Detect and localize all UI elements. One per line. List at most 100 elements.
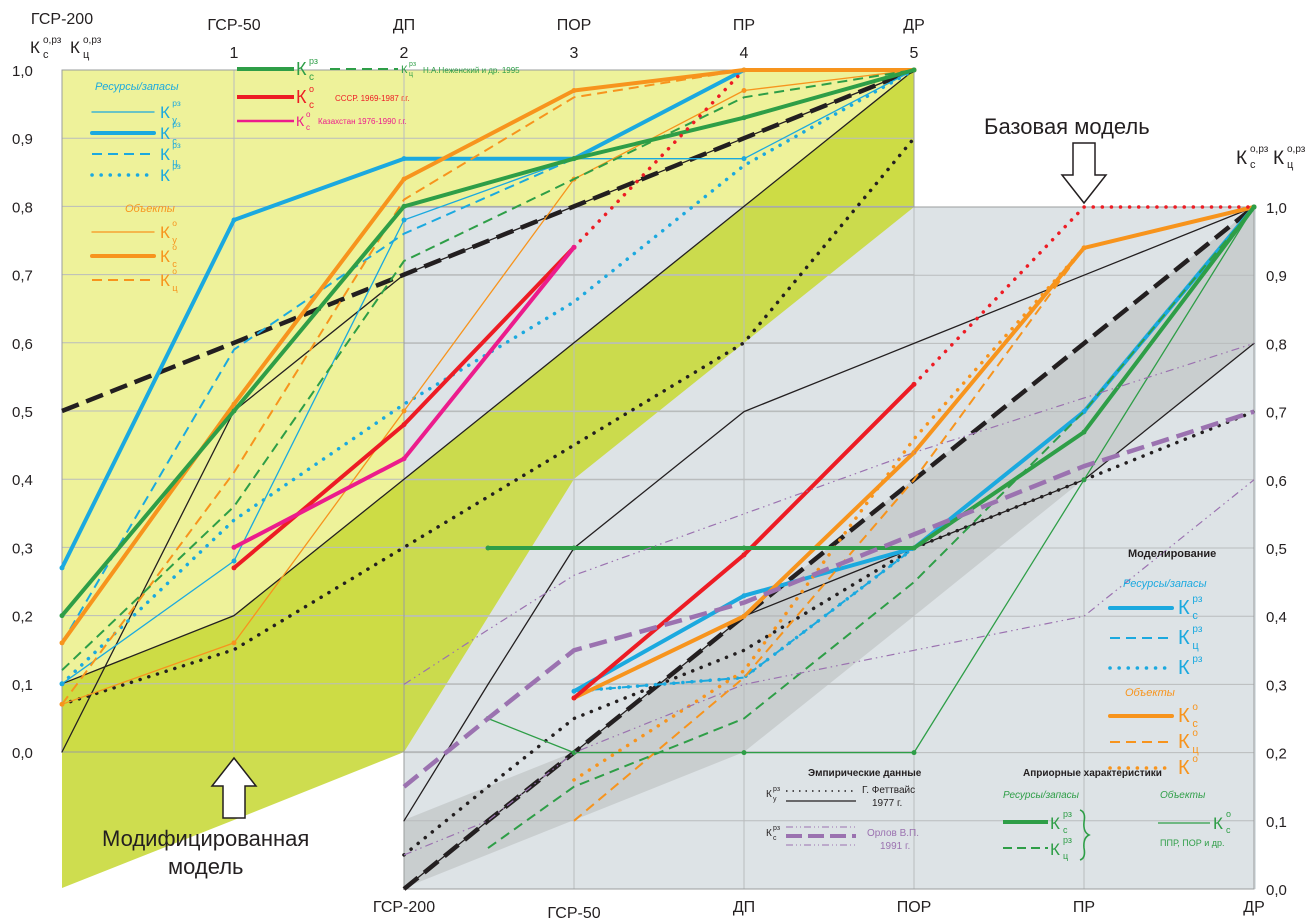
brace-icon [1079, 809, 1091, 861]
modified-series-kc-o-kaz-point [401, 456, 407, 462]
top-stage-number: 4 [740, 45, 749, 62]
legend-orlov-text1: Орлов В.П. [867, 828, 919, 839]
left-axis-title-k1: К [30, 38, 40, 57]
modified-series-kc-rz-nezh [60, 68, 916, 618]
legend-top-rz-entry-k: К [160, 166, 170, 185]
left-tick-label: 0,8 [12, 199, 33, 216]
legend-top-obj-entry-k: К [160, 223, 170, 242]
modified-series-kc-o-ussr-point [231, 565, 237, 571]
right-axis-ticks: 0,0 0,1 0,2 0,3 0,4 0,5 0,6 0,7 0,8 0,9 1,0 [1266, 200, 1287, 899]
legend-fett-text2: 1977 г. [872, 798, 902, 809]
legend-empirical: Эмпирические данные К у рз Г. Феттвайс 1… [766, 768, 922, 852]
base-ref-ref-dash [402, 205, 1256, 891]
down-arrow-icon [1060, 142, 1108, 205]
bottom-stage-label: ДП [733, 899, 755, 916]
right-tick-label: 0,0 [1266, 882, 1287, 899]
legend-kaz-k: К [296, 113, 305, 129]
legend-right-obj-entry-k: К [1178, 705, 1190, 727]
legend-right-rz-entry-sup: рз [1192, 624, 1202, 635]
legend-aprior-col-obj: Объекты [1160, 789, 1206, 801]
legend-right-heading-rz: Ресурсы/запасы [1123, 578, 1207, 590]
legend-top-rz-entry-k: К [160, 145, 170, 164]
modified-series-ky-rz-point [401, 217, 407, 223]
right-axis-title: К с о,рз К ц о,рз [1236, 144, 1306, 171]
legend-nezh-kc-k: К [296, 59, 307, 79]
left-axis-ticks: 0,0 0,1 0,2 0,3 0,4 0,5 0,6 0,7 0,8 0,9 1,0 [12, 63, 33, 762]
top-stage-labels: ГСР-200 ГСР-50 1 ДП 2 ПОР 3 ПР 4 ДР 5 [31, 11, 925, 62]
left-axis-title: К с о,рз К ц о,рз [30, 35, 102, 61]
left-axis-title-sup2: о,рз [83, 35, 102, 46]
up-arrow-icon [210, 756, 258, 819]
left-tick-label: 0,1 [12, 677, 33, 694]
modified-series [59, 67, 917, 707]
top-stage-label: ДП [393, 17, 415, 34]
bottom-stage-label: ДР [1243, 899, 1265, 916]
base-series-kc-rz-aprior-point [571, 545, 577, 551]
bottom-stage-label: ПОР [897, 899, 932, 916]
modified-series-ky-rz-point [231, 558, 237, 564]
left-tick-label: 0,0 [12, 745, 33, 762]
legend-aprior-kc-sup: рз [1063, 809, 1072, 819]
legend-top-heading-rz: Ресурсы/запасы [95, 81, 179, 93]
legend-top-rz-entry-sup: рз [172, 119, 181, 129]
right-tick-label: 0,9 [1266, 268, 1287, 285]
left-tick-label: 0,6 [12, 336, 33, 353]
base-series-kc-rz-aprior-point [1081, 429, 1087, 435]
bottom-stage-label: ГСР-200 [373, 899, 435, 916]
right-tick-label: 0,4 [1266, 609, 1287, 626]
modified-series-kc-rz-nezh-point [571, 156, 577, 162]
left-axis-title-sub1: с [43, 49, 49, 61]
base-series-kc-rz-aprior-point [911, 545, 917, 551]
legend-top-rz-entry-sup: рз [172, 98, 181, 108]
left-tick-label: 0,4 [12, 472, 33, 489]
modified-series-kc-o-point [571, 87, 577, 93]
base-series-kc-o-red-ext [912, 205, 1256, 387]
top-stage-number: 5 [910, 45, 919, 62]
legend-top-obj-entry-k: К [160, 271, 170, 290]
legend-right-rz-entry-sup: рз [1192, 594, 1202, 605]
modified-series-kc-rz-nezh-point [401, 203, 407, 209]
top-stage-label: ДР [903, 17, 925, 34]
modified-series-ky-rz-point [741, 156, 747, 162]
legend-aprior-kc-k: К [1050, 814, 1060, 833]
legend-aprior-kts-k: К [1050, 840, 1060, 859]
right-frame [403, 206, 1255, 890]
right-axis-title-sub1: с [1250, 159, 1256, 171]
legend-orlov-sub: с [773, 835, 777, 842]
modified-series-ky-rz [61, 69, 915, 685]
legend-top-rz-entry-k: К [160, 124, 170, 143]
legend-top-obj-entry-sub: у [172, 235, 177, 245]
modified-ref-mid [61, 69, 915, 753]
right-grid [403, 206, 1255, 890]
legend-nezh-kc-sup: рз [309, 56, 318, 66]
legend-fett-k: К [766, 789, 772, 800]
legend-aprior-kts-sup: рз [1063, 835, 1072, 845]
left-tick-label: 0,7 [12, 268, 33, 285]
left-axis-title-sup1: о,рз [43, 35, 62, 46]
legend-right-obj-entry-k: К [1178, 731, 1190, 753]
right-axis-title-sub2: ц [1287, 159, 1294, 171]
legend-empirical-heading: Эмпирические данные [808, 768, 922, 779]
legend-kaz-sub: с [306, 123, 310, 132]
base-series-kc-o-aprior [487, 206, 1255, 754]
legend-aprior-col-rz: Ресурсы/запасы [1003, 790, 1080, 801]
base-series-kc-o-point [741, 613, 747, 619]
legend-nezh-text: Н.А.Неженский и др. 1995 [423, 66, 520, 75]
legend-right-rz-entry-k: К [1178, 627, 1190, 649]
legend-right-obj-entry-k: К [1178, 757, 1190, 779]
legend-top-rz-entry-k: К [160, 103, 170, 122]
right-tick-label: 0,3 [1266, 677, 1287, 694]
legend-fett-sub: у [773, 796, 777, 803]
modified-model-label-line1: Модифицированная [102, 826, 309, 851]
modified-series-kc-rz-point [59, 565, 65, 571]
legend-right-rz-entry-sub: с [1192, 610, 1198, 622]
legend-aprior-obj-sub: с [1226, 825, 1231, 835]
legend-nezh-kts-sup: рз [409, 61, 416, 68]
base-series-kc-o-aprior-point [1081, 477, 1087, 483]
modified-series-kts-rz-nezh [61, 69, 915, 671]
base-series-kc-o-aprior-point [911, 750, 917, 756]
right-axis-title-sup2: о,рз [1287, 144, 1306, 155]
modified-series-ky-o-point [741, 87, 747, 93]
modified-series-kc-o-point [231, 401, 237, 407]
